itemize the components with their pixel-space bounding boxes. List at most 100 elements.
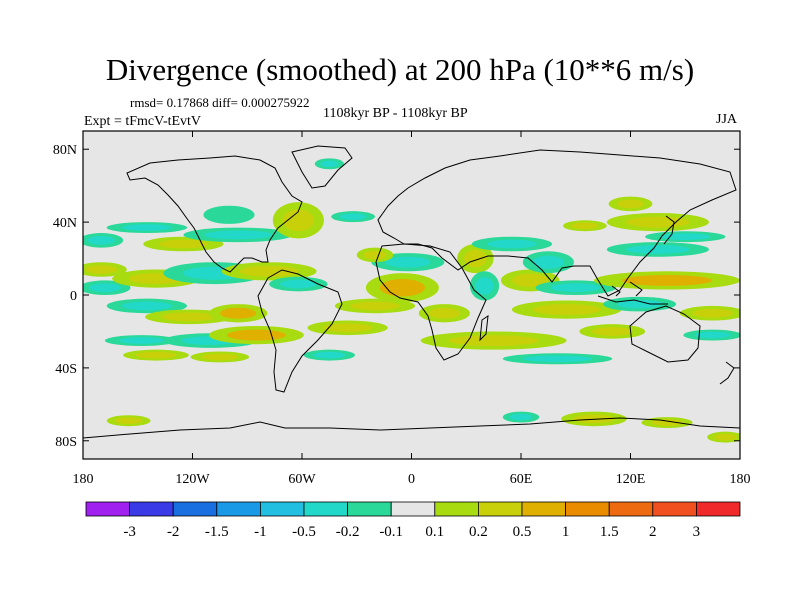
colorbar-box-12 — [608, 501, 654, 517]
colorbar-box-7 — [390, 501, 436, 517]
x-tick-label: 120E — [616, 472, 646, 487]
colorbar-label: 1 — [562, 524, 570, 540]
colorbar-box-6 — [347, 501, 392, 517]
coast-africa — [375, 243, 487, 361]
divergence-core-5 — [121, 224, 172, 231]
divergence-core-44 — [571, 222, 599, 230]
divergence-core-26 — [363, 250, 387, 260]
y-tick-label: 80S — [55, 435, 77, 450]
x-tick-label: 120W — [175, 472, 210, 487]
experiment-label: Expt = tFmcV-tEvtV — [84, 114, 202, 129]
divergence-core-49 — [651, 419, 683, 426]
x-tick-label: 60E — [510, 472, 533, 487]
divergence-core-50 — [509, 413, 533, 421]
coast-eurasia — [377, 149, 737, 297]
colorbar-label: -2 — [167, 524, 180, 540]
colorbar-box-10 — [521, 501, 566, 517]
x-tick-label: 180 — [730, 472, 751, 487]
divergence-core-25 — [385, 256, 431, 268]
y-tick-label: 40N — [53, 216, 77, 231]
divergence-core-33 — [532, 304, 601, 316]
x-tick-label: 60W — [288, 472, 316, 487]
divergence-core-37 — [591, 327, 633, 336]
colorbar-label: 0.1 — [425, 524, 444, 540]
colorbar-box-4 — [259, 501, 305, 517]
divergence-core-35 — [448, 335, 539, 347]
colorbar-label: 2 — [649, 524, 657, 540]
divergence-core-34 — [550, 283, 601, 293]
colorbar-label: -0.1 — [379, 524, 403, 540]
period-label: 1108kyr BP - 1108kyr BP — [323, 106, 468, 121]
divergence-core-6 — [87, 235, 115, 245]
divergence-core-28 — [464, 249, 487, 268]
coast-antarctica — [83, 417, 740, 439]
colorbar-box-8 — [434, 501, 479, 517]
colorbar-label: -0.2 — [336, 524, 360, 540]
divergence-field — [83, 158, 740, 443]
divergence-core-15 — [220, 307, 257, 319]
divergence-core-22 — [313, 351, 346, 359]
colorbar-box-1 — [129, 501, 174, 517]
divergence-core-39 — [626, 245, 690, 254]
divergence-core-52 — [115, 417, 143, 425]
coast-australia — [629, 305, 701, 363]
y-tick-label: 0 — [70, 289, 77, 304]
divergence-core-21 — [201, 353, 238, 361]
colorbar-label: 3 — [693, 524, 701, 540]
colorbar-label: -0.5 — [292, 524, 316, 540]
divergence-core-8 — [89, 283, 121, 293]
colorbar-box-11 — [565, 501, 610, 517]
coast-north-america — [126, 155, 303, 273]
divergence-core-2 — [213, 209, 245, 221]
colorbar-box-5 — [303, 501, 348, 517]
divergence-core-29 — [475, 277, 494, 295]
colorbar-label: 1.5 — [600, 524, 619, 540]
coast-madagascar — [479, 314, 489, 342]
divergence-core-18 — [322, 323, 373, 333]
divergence-core-32 — [532, 255, 565, 269]
divergence-core-17 — [226, 329, 286, 341]
colorbar-label: -1.5 — [205, 524, 229, 540]
coast-new-zealand — [719, 361, 735, 385]
divergence-core-51 — [714, 433, 737, 441]
coastlines — [83, 145, 740, 439]
divergence-core-43 — [616, 199, 645, 209]
coast-south-america — [257, 269, 343, 393]
colorbar-label: 0.2 — [469, 524, 488, 540]
coast-maritime-continent — [597, 281, 668, 305]
x-tick-label: 0 — [408, 472, 415, 487]
divergence-core-45 — [692, 308, 733, 318]
divergence-core-20 — [135, 351, 177, 359]
colorbar-box-2 — [172, 501, 218, 517]
colorbar-label: 0.5 — [513, 524, 532, 540]
divergence-core-14 — [161, 312, 217, 322]
divergence-core-31 — [512, 273, 549, 287]
divergence-core-19 — [118, 337, 165, 344]
chart-title: Divergence (smoothed) at 200 hPa (10**6 … — [105, 52, 695, 87]
axes: 180 120W 60W 0 60E 120E 180 80N 40N 0 40S 80S — [53, 131, 751, 487]
divergence-core-46 — [694, 331, 731, 339]
divergence-core-0 — [158, 239, 209, 249]
divergence-core-42 — [660, 233, 711, 240]
divergence-core-4 — [339, 213, 367, 220]
divergence-core-7 — [85, 265, 118, 274]
colorbar: -3 -2 -1.5 -1 -0.5 -0.2 -0.1 0.1 0.2 0.5 1 1.5 2 3 — [85, 501, 741, 540]
colorbar-box-9 — [477, 501, 523, 517]
divergence-core-27 — [428, 307, 461, 319]
divergence-core-3 — [282, 209, 315, 232]
colorbar-box-3 — [216, 501, 261, 517]
colorbar-label: -3 — [123, 524, 136, 540]
coast-greenland — [291, 145, 353, 189]
divergence-core-40 — [616, 299, 663, 309]
divergence-core-12 — [280, 279, 317, 289]
season-label: JJA — [716, 112, 738, 127]
coast-japan — [663, 215, 675, 245]
divergence-core-1 — [204, 230, 273, 240]
colorbar-label: -1 — [254, 524, 267, 540]
colorbar-box-13 — [652, 501, 697, 517]
divergence-core-36 — [523, 355, 592, 363]
y-tick-label: 80N — [53, 143, 77, 158]
divergence-core-47 — [320, 160, 339, 168]
colorbar-box-0 — [85, 501, 130, 517]
